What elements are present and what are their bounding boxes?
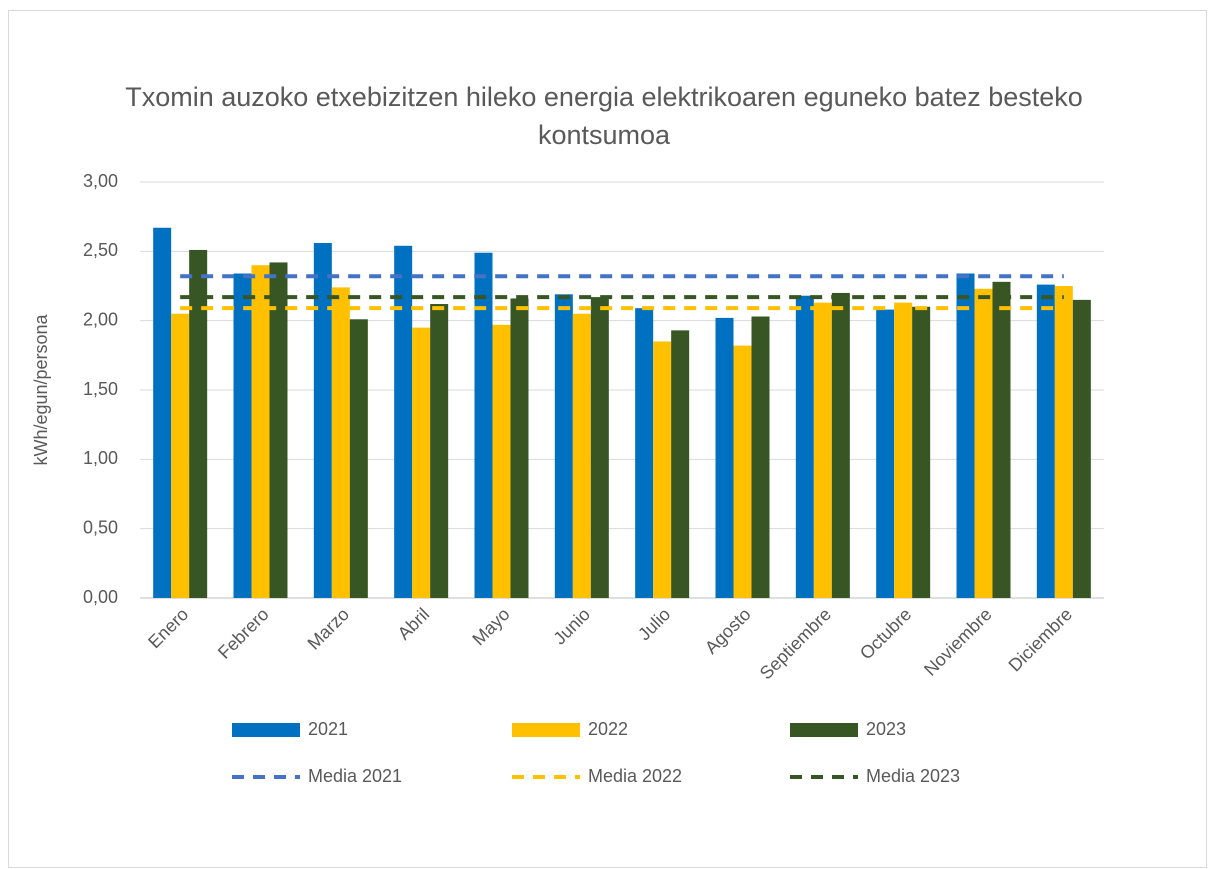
- bar: [1054, 286, 1073, 598]
- bar: [733, 345, 752, 598]
- bar: [992, 281, 1011, 598]
- bar: [189, 249, 208, 599]
- legend-swatch: [232, 723, 300, 737]
- y-tick-label: 2,00: [83, 309, 118, 329]
- bar: [956, 273, 975, 598]
- bar: [813, 302, 832, 598]
- bar: [171, 313, 190, 598]
- bar: [671, 330, 690, 598]
- bar: [313, 243, 332, 598]
- bar: [974, 288, 993, 598]
- bar: [349, 319, 368, 598]
- bar: [572, 313, 591, 598]
- legend-label: 2022: [588, 719, 628, 739]
- legend-label: Media 2022: [588, 766, 682, 786]
- bar: [795, 295, 814, 598]
- y-tick-label: 0,50: [83, 517, 118, 537]
- bar: [492, 324, 511, 598]
- y-tick-label: 1,50: [83, 379, 118, 399]
- bar: [331, 287, 350, 598]
- legend-label: 2021: [308, 719, 348, 739]
- bar: [590, 297, 609, 598]
- bar: [653, 341, 672, 598]
- legend-label: Media 2021: [308, 766, 402, 786]
- bar: [751, 316, 770, 598]
- bar: [635, 308, 654, 598]
- bar: [715, 317, 734, 598]
- legend-swatch: [790, 723, 858, 737]
- bar: [1072, 299, 1091, 598]
- y-axis-label: kWh/egun/persona: [31, 313, 51, 465]
- y-tick-label: 2,50: [83, 240, 118, 260]
- bar: [554, 294, 573, 598]
- legend-label: 2023: [866, 719, 906, 739]
- bar: [153, 227, 172, 598]
- bar: [251, 265, 270, 598]
- bar: [894, 302, 913, 598]
- bar: [269, 262, 288, 598]
- legend-label: Media 2023: [866, 766, 960, 786]
- y-tick-label: 3,00: [83, 171, 118, 191]
- bar: [430, 304, 449, 598]
- bar: [474, 252, 493, 598]
- bar: [412, 327, 431, 598]
- bar: [1036, 284, 1055, 598]
- bar: [394, 245, 413, 598]
- y-tick-label: 0,00: [83, 587, 118, 607]
- y-tick-label: 1,00: [83, 448, 118, 468]
- bar: [912, 306, 931, 598]
- bar: [876, 309, 895, 598]
- bar: [233, 273, 252, 598]
- bar: [510, 298, 529, 598]
- legend-swatch: [512, 723, 580, 737]
- bar: [831, 292, 850, 598]
- chart-title: Txomin auzoko etxebizitzen hileko energi…: [125, 82, 1083, 150]
